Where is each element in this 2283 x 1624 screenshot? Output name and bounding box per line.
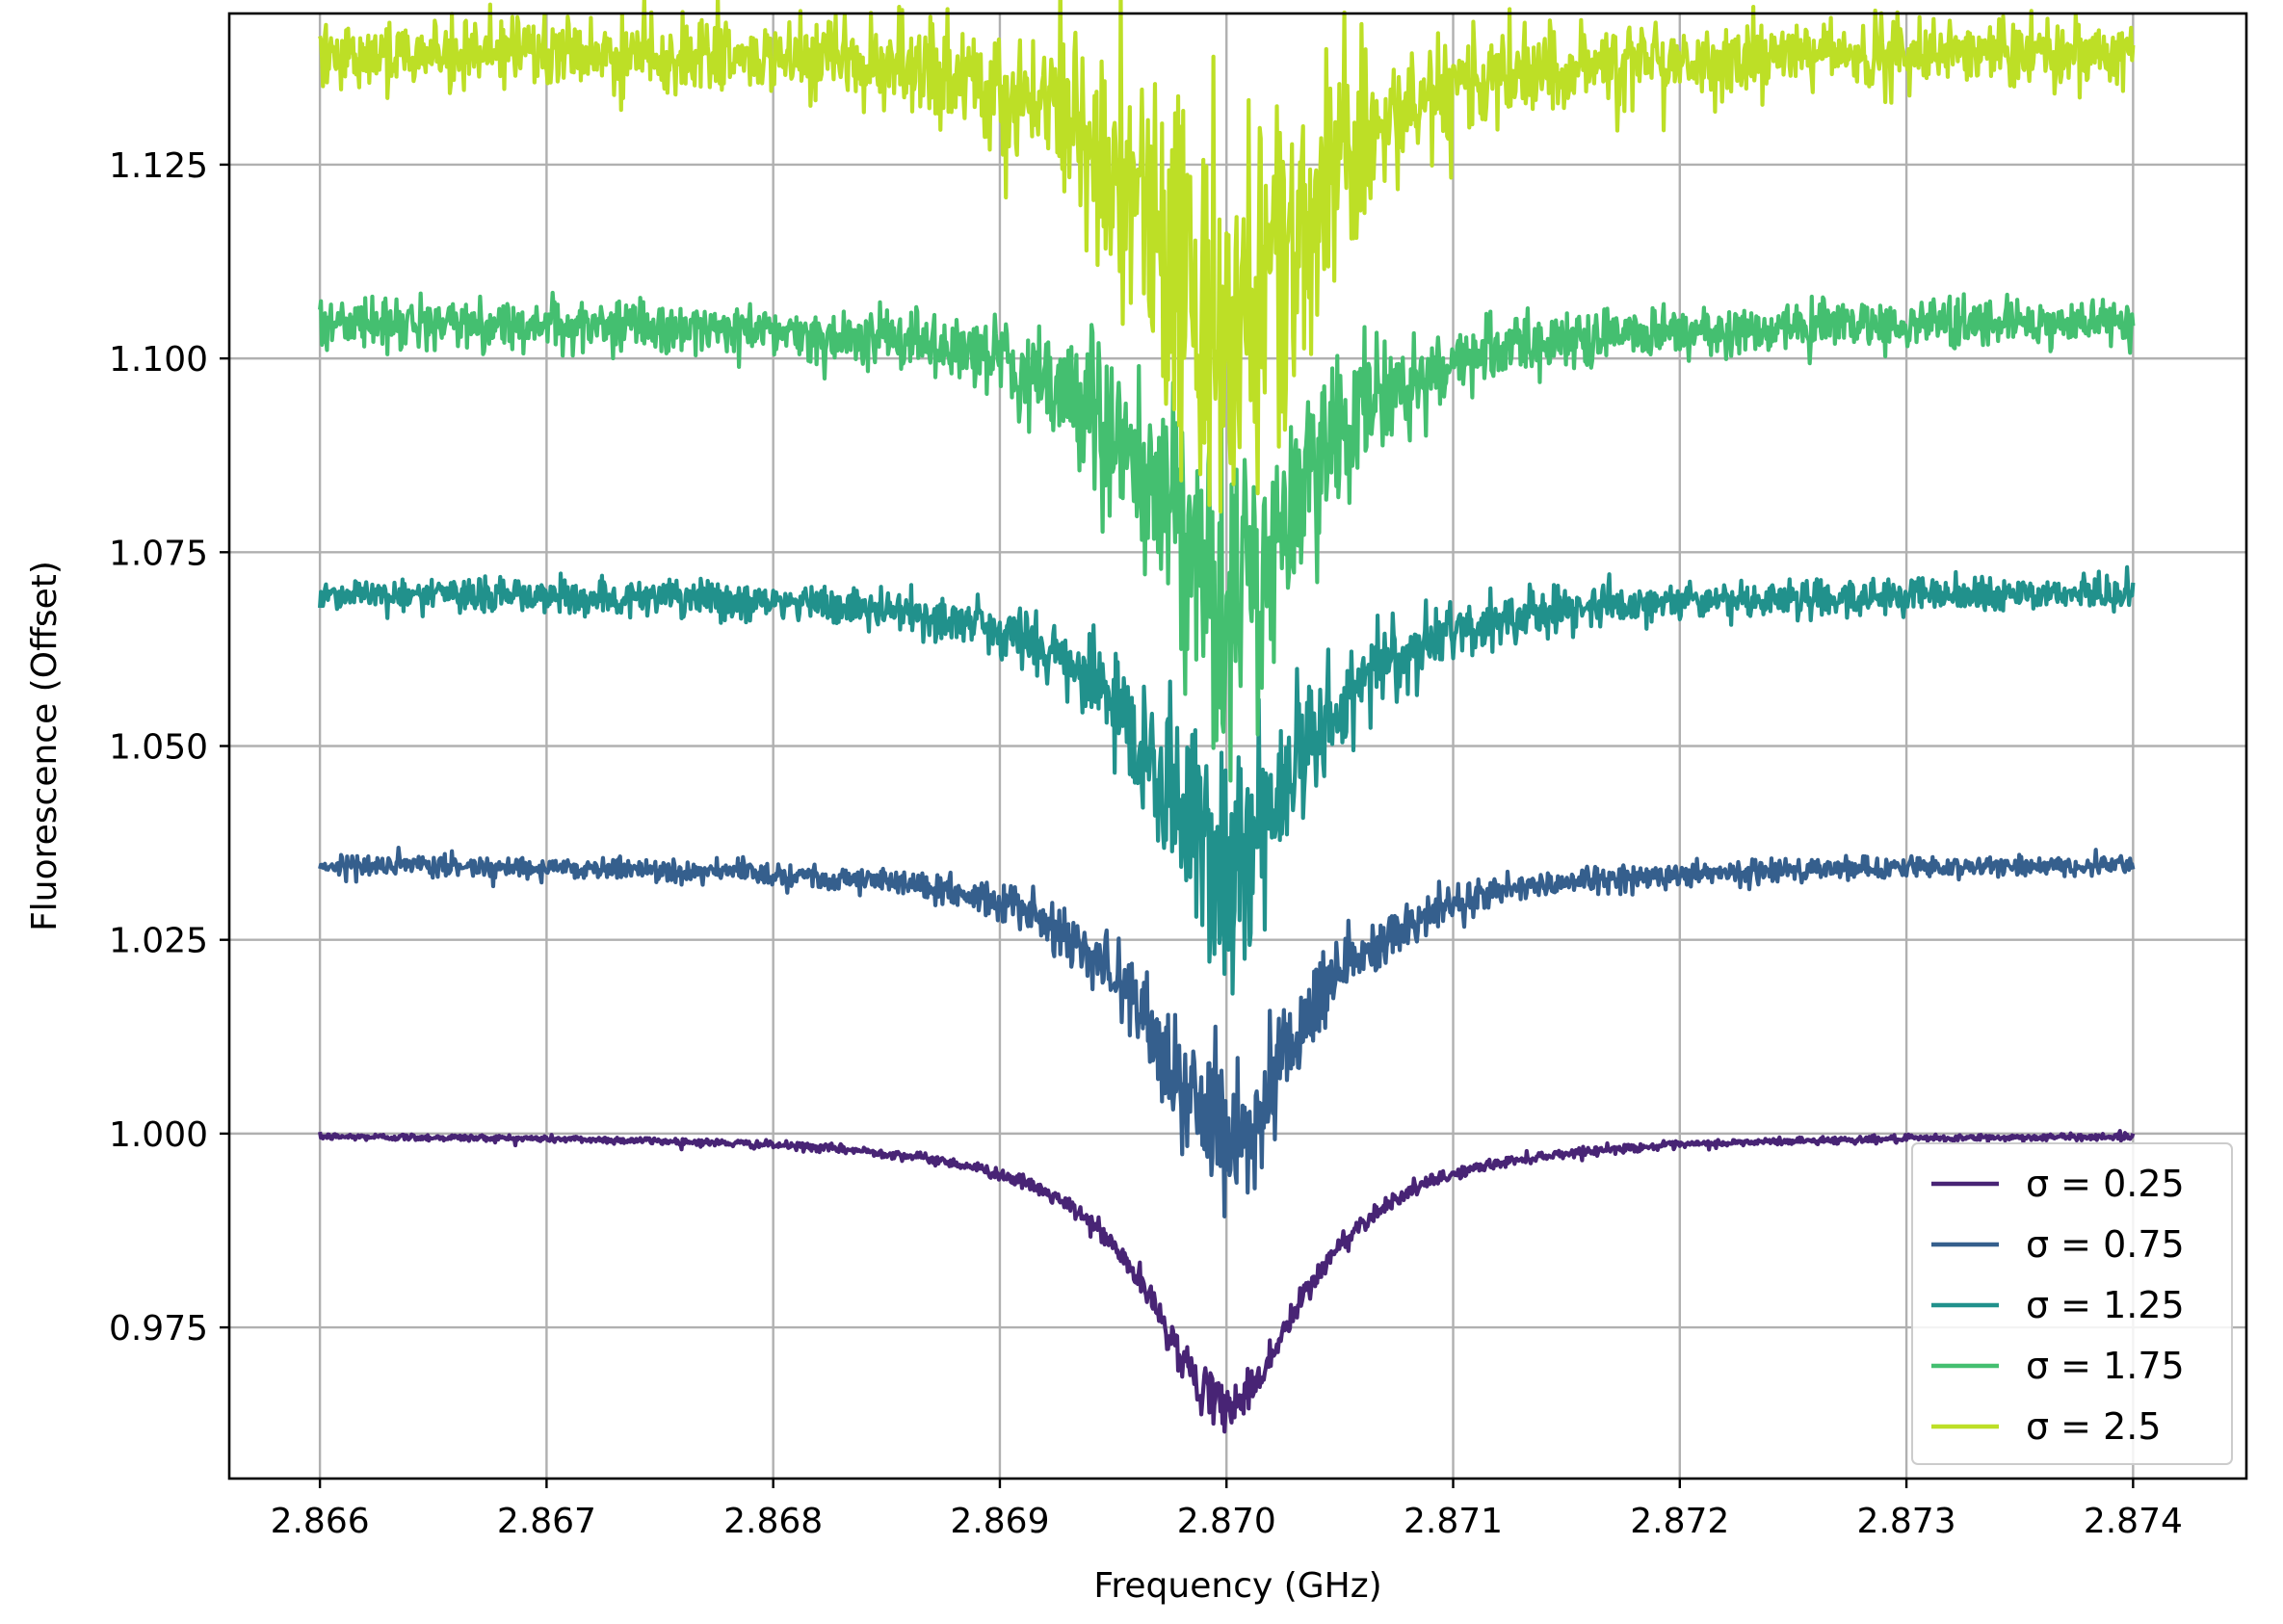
x-tick-label: 2.866 [271,1502,370,1541]
y-axis-label: Fluorescence (Offset) [25,561,65,931]
x-axis: 2.866 2.867 2.868 2.869 2.870 2.871 2.872 2.873… [271,1479,2183,1541]
y-tick-label: 1.000 [109,1115,208,1155]
series-line [318,564,2136,996]
y-tick-label: 1.075 [109,534,208,573]
y-tick-label: 1.025 [109,922,208,961]
x-axis-label: Frequency (GHz) [1093,1566,1381,1606]
y-tick-label: 1.100 [109,340,208,380]
legend-box [1911,1142,2233,1465]
legend: σ = 0.25 σ = 0.75 σ = 1.25 σ = 1.75 σ = 2.5 [1911,1142,2233,1465]
x-tick-label: 2.871 [1404,1502,1503,1541]
legend-label: σ = 0.75 [2026,1223,2185,1266]
legend-label: σ = 1.75 [2026,1345,2185,1387]
series-line [318,290,2136,783]
y-tick-label: 0.975 [109,1309,208,1349]
x-tick-label: 2.872 [1630,1502,1729,1541]
series-line [318,1129,2136,1434]
legend-label: σ = 0.25 [2026,1163,2185,1205]
y-tick-label: 1.050 [109,728,208,768]
x-tick-label: 2.868 [723,1502,823,1541]
y-tick-label: 1.125 [109,146,208,186]
x-tick-label: 2.874 [2084,1502,2183,1541]
legend-label: σ = 1.25 [2026,1284,2185,1326]
x-tick-label: 2.867 [497,1502,596,1541]
x-tick-label: 2.869 [950,1502,1049,1541]
series-line [318,845,2136,1218]
legend-label: σ = 2.5 [2026,1405,2162,1448]
x-tick-label: 2.873 [1857,1502,1956,1541]
x-tick-label: 2.870 [1177,1502,1276,1541]
y-axis: 0.975 1.000 1.025 1.050 1.075 1.100 1.125 [109,146,229,1349]
